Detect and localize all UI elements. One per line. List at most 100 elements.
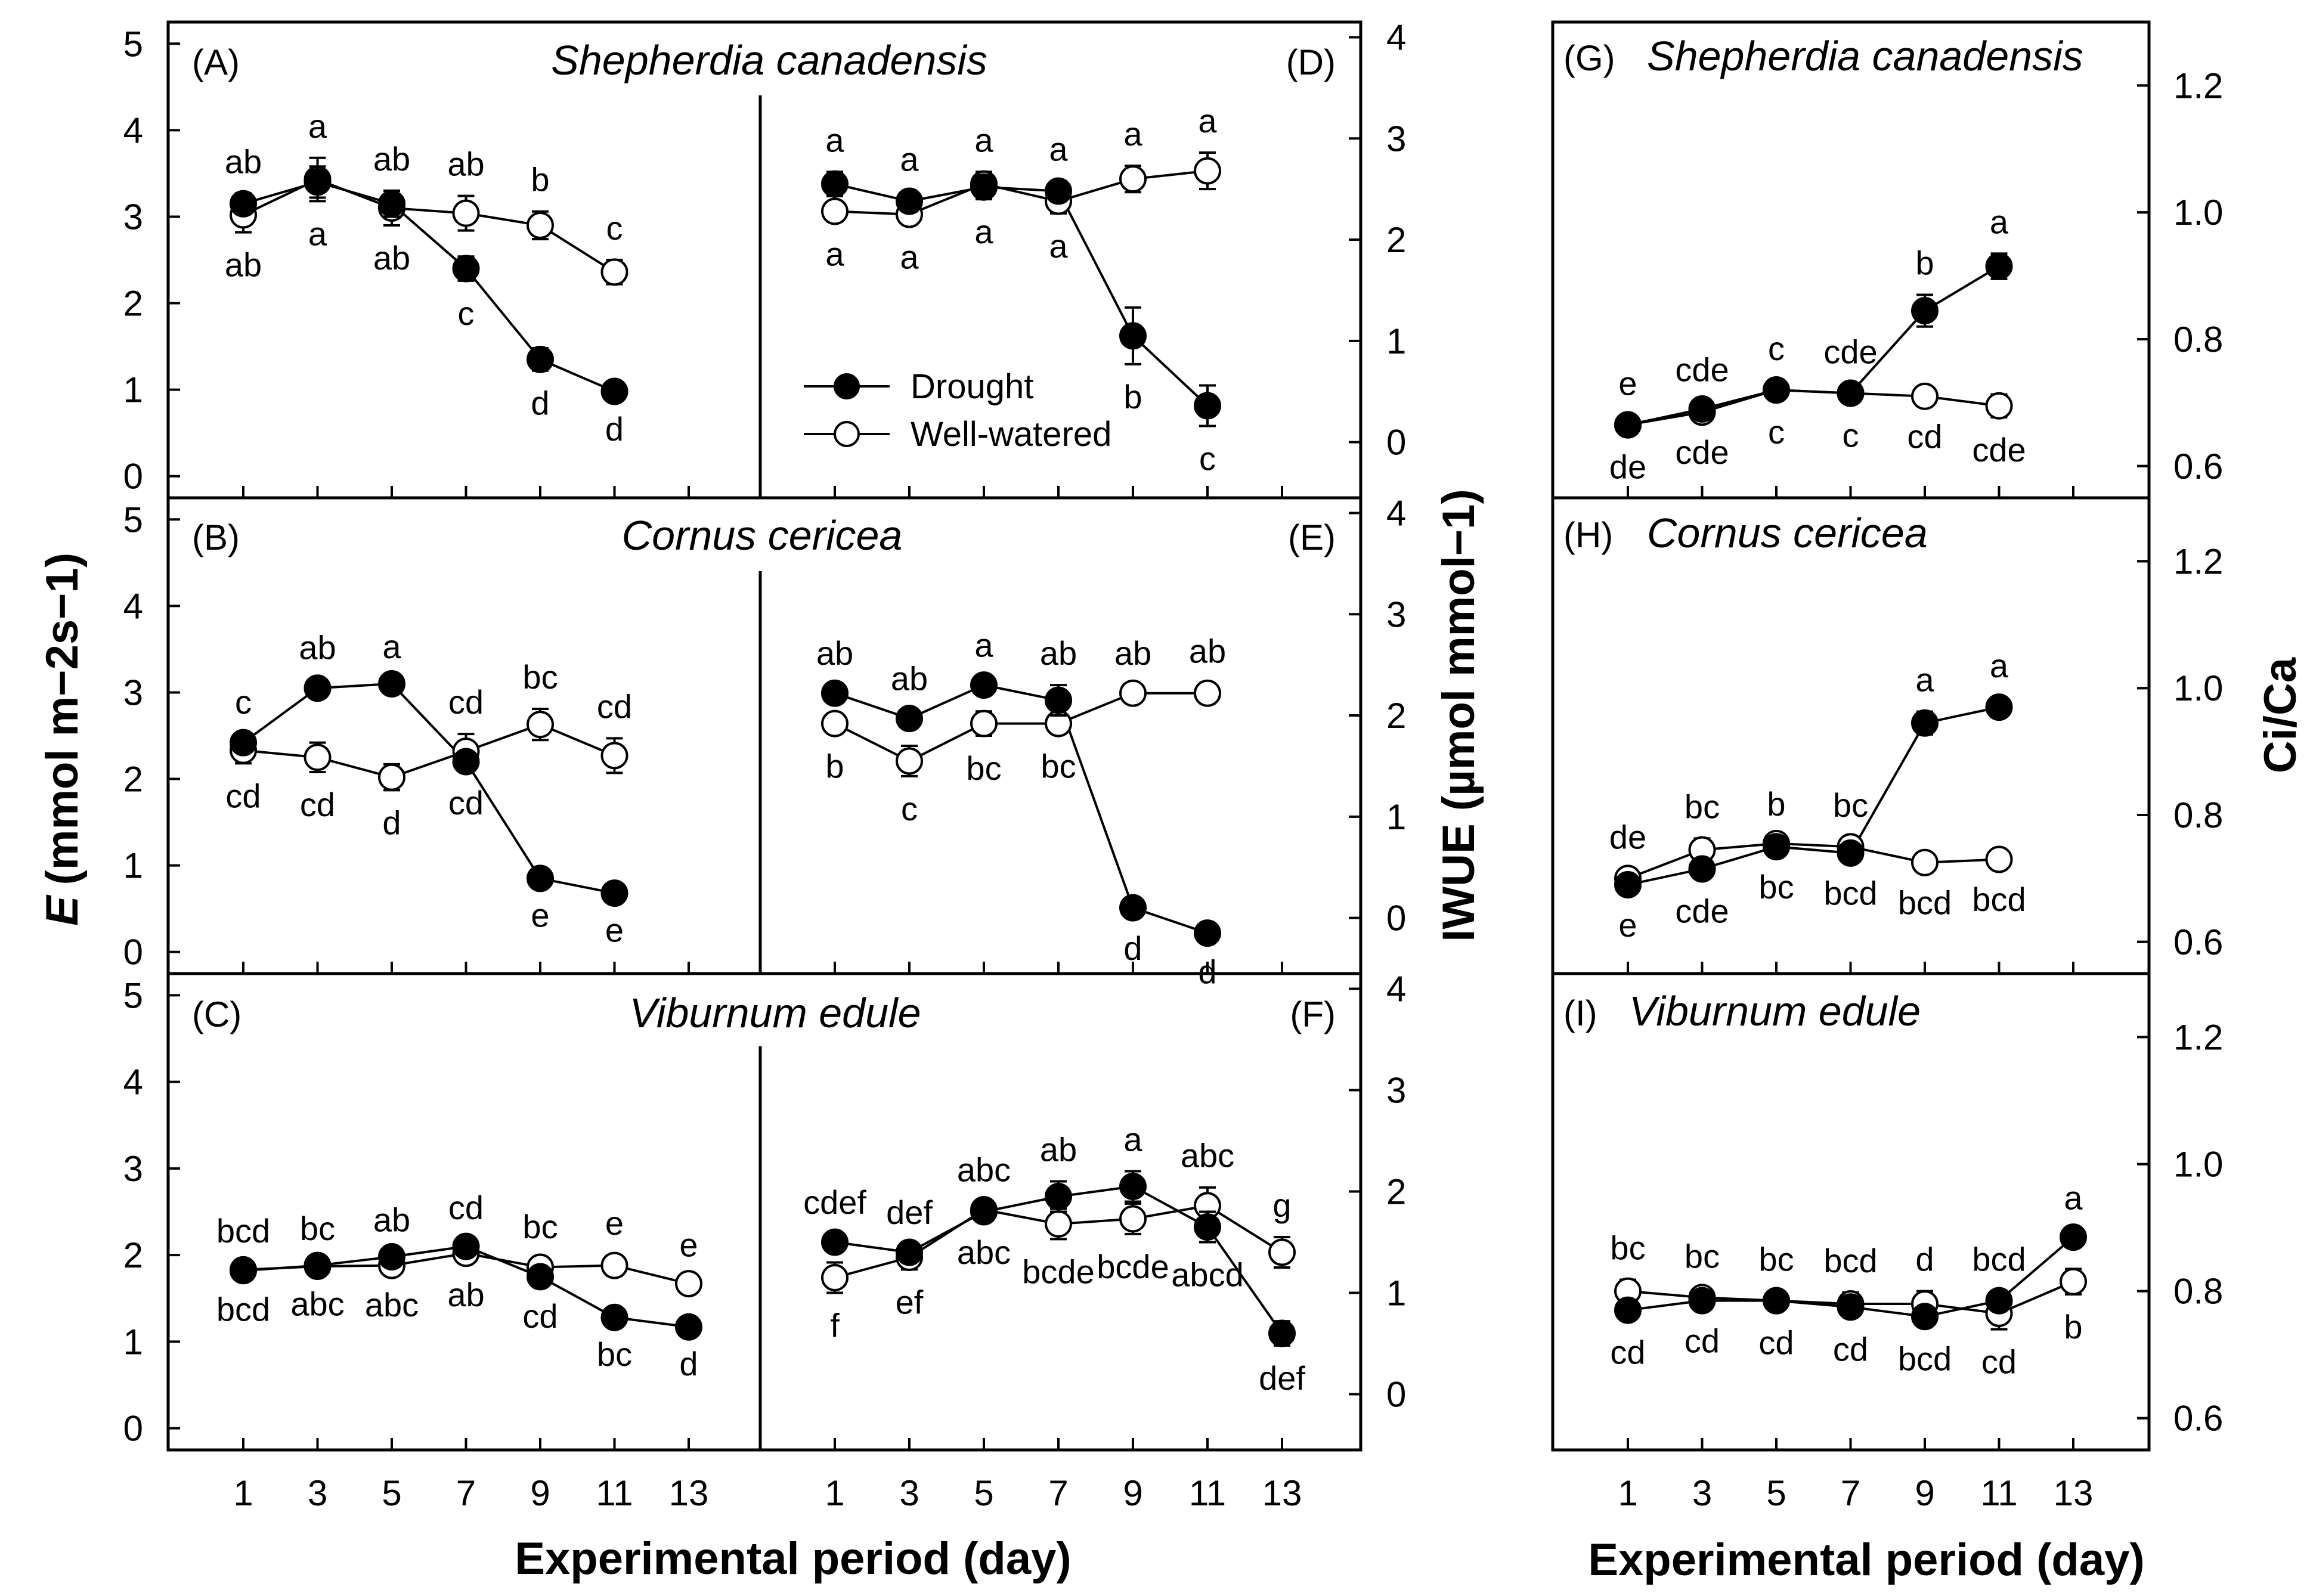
- panel-i-drought-sig-label: bc: [1610, 1229, 1645, 1266]
- cica-axis-row1-ytick-label: 0.6: [2173, 447, 2223, 486]
- panel-f-well-watered-sig-label: g: [1272, 1186, 1291, 1224]
- panel-b-well-watered-point: [304, 743, 332, 771]
- middle-x-axis-xtick-label: 5: [974, 1473, 993, 1513]
- iwue-axis-row3-ytick-label: 2: [1386, 1172, 1406, 1212]
- cica-axis-row3-ytick-label: 0.6: [2173, 1399, 2223, 1439]
- panel-h-drought-point: [1763, 833, 1790, 861]
- panel-i-well-watered-sig-label: cd: [1610, 1334, 1645, 1371]
- right-x-axis-xtick-label: 7: [1841, 1473, 1860, 1513]
- panel-i-well-watered-sig-label: cd: [1981, 1343, 2017, 1381]
- panel-e-well-watered-sig-label: bc: [966, 749, 1001, 787]
- panel-d-well-watered-sig-label: a: [974, 213, 993, 250]
- panel-a-drought-sig-label: d: [605, 410, 624, 448]
- panel-a-well-watered-sig-label: ab: [447, 145, 484, 183]
- panel-d-well-watered-sig-label: a: [1049, 227, 1068, 265]
- panel-e-drought-point: [1119, 894, 1147, 922]
- panel-i-well-watered-sig-label: cd: [1684, 1322, 1720, 1359]
- panel-a-drought-point: [230, 190, 257, 218]
- y-axis-title-e: E (mmol m−2s−1): [37, 553, 88, 926]
- panel-e-drought-sig-label: ab: [816, 634, 853, 672]
- panel-a-well-watered-sig-label: a: [308, 215, 327, 252]
- panel-b-well-watered-sig-label: d: [382, 804, 401, 841]
- panel-f-well-watered-point: [1119, 1205, 1147, 1233]
- iwue-axis-row1-ytick-label: 1: [1386, 321, 1406, 361]
- panel-a-well-watered-sig-label: ab: [373, 239, 410, 277]
- panel-f-well-watered-sig-label: bcde: [1022, 1253, 1094, 1290]
- iwue-axis-row1-ytick-label: 2: [1386, 220, 1406, 260]
- panel-d-well-watered-sig-label: a: [1123, 115, 1142, 153]
- panel-i-well-watered-sig-label: b: [2064, 1308, 2082, 1346]
- iwue-axis-row2-ytick-label: 0: [1386, 898, 1406, 938]
- panel-e-well-watered-sig-label: ab: [1114, 634, 1151, 672]
- panel-b-drought-point: [600, 879, 628, 907]
- panel-d: (D) a a a a a a a a b a c a: [821, 42, 1336, 477]
- panel-f: (F)cdeffdefefabcabcabbcdeabcdeabcabcddef…: [803, 994, 1336, 1397]
- panel-g-well-watered-sig-label: c: [1768, 413, 1785, 451]
- legend: Drought Well-watered: [804, 367, 1111, 454]
- e-axis-row1-ytick-label: 5: [123, 24, 143, 64]
- panel-i-well-watered-sig-label: cd: [1833, 1330, 1868, 1368]
- panel-i-drought-point: [1837, 1293, 1865, 1321]
- panel-f-drought-sig-label: a: [1123, 1121, 1142, 1158]
- panel-h-drought-point: [1688, 855, 1716, 883]
- panel-i-drought-sig-label: bcd: [1898, 1340, 1952, 1377]
- panel-e-drought-sig-label: ab: [891, 660, 928, 698]
- panel-g-drought-sig-label: e: [1618, 365, 1637, 402]
- panel-e-drought-point: [896, 705, 923, 733]
- panel-b-well-watered-sig-label: cd: [300, 786, 335, 823]
- panel-b-sig-labels: c cd ab cd a d cd cd e bc e cd: [225, 628, 632, 949]
- panel-i-well-watered-point: [2060, 1267, 2087, 1296]
- y-axis-title-e-symbol: E: [37, 894, 88, 926]
- cica-axis-row1-ytick-label: 1.0: [2173, 193, 2223, 233]
- panel-c-drought-sig-label: bc: [300, 1210, 335, 1247]
- panel-f-markers: [821, 1170, 1296, 1347]
- panel-f-tag: (F): [1290, 994, 1336, 1034]
- panel-d-well-watered-point: [1119, 165, 1147, 193]
- panel-a-drought-point: [452, 255, 480, 283]
- panel-g-well-watered-sig-label: cde: [1972, 431, 2026, 469]
- panel-d-drought-sig-label: a: [974, 121, 993, 159]
- panel-i-drought-point: [1763, 1287, 1790, 1315]
- panel-a-drought-sig-label: ab: [373, 140, 410, 178]
- panel-f-drought-sig-label: abc: [957, 1151, 1011, 1189]
- panel-c-drought-point: [452, 1232, 480, 1260]
- panel-i-drought-point: [2060, 1223, 2087, 1251]
- panel-i-drought-sig-label: bc: [1758, 1241, 1794, 1278]
- left-x-axis-xtick-label: 5: [382, 1473, 401, 1513]
- iwue-axis-row1-ytick-label: 0: [1386, 423, 1406, 463]
- e-axis-row2-ytick-label: 0: [123, 932, 143, 972]
- e-axis-row1-ytick-label: 4: [123, 110, 143, 150]
- left-x-axis-xtick-label: 9: [530, 1473, 550, 1513]
- panel-f-drought-sig-label: ab: [1040, 1131, 1077, 1169]
- middle-x-axis-xtick-label: 11: [1189, 1473, 1226, 1513]
- panel-f-well-watered-sig-label: abcd: [1171, 1256, 1243, 1294]
- panel-d-tag: (D): [1286, 42, 1336, 82]
- panel-i-drought-point: [1985, 1287, 2013, 1315]
- panel-g-well-watered-sig-label: de: [1609, 448, 1646, 486]
- panel-e-well-watered-sig-label: bc: [1041, 748, 1076, 785]
- panel-h-well-watered-sig-label: bcd: [1898, 884, 1952, 922]
- iwue-axis-row2-ytick-label: 1: [1386, 797, 1406, 837]
- e-axis-row1-ytick-label: 1: [123, 370, 143, 410]
- panel-a-drought-sig-label: d: [531, 385, 549, 422]
- iwue-axis-row3-ytick-label: 3: [1386, 1071, 1406, 1111]
- panel-e-well-watered-point: [1119, 679, 1147, 707]
- cica-axis-row2-ytick-label: 1.2: [2173, 541, 2223, 581]
- panel-g-well-watered-point: [1985, 392, 2013, 420]
- middle-x-axis-xtick-label: 9: [1123, 1473, 1142, 1513]
- middle-x-axis-xtick-label: 1: [825, 1473, 844, 1513]
- panel-a-well-watered-point: [527, 211, 554, 239]
- panel-e-drought-point: [1194, 919, 1221, 947]
- panel-b-drought-point: [527, 864, 554, 892]
- panel-h-drought-sig-label: a: [1915, 661, 1934, 699]
- panel-i-drought-sig-label: a: [2064, 1179, 2083, 1216]
- panel-c-well-watered-sig-label: abc: [365, 1286, 419, 1324]
- panel-g-drought-point: [1911, 297, 1939, 325]
- panel-i-drought-sig-label: bcd: [1823, 1242, 1877, 1279]
- panel-h-drought-sig-label: a: [1990, 647, 2009, 684]
- panel-g-drought-point: [1614, 411, 1642, 439]
- y-axis-title-cica: Ci/Ca: [2255, 657, 2306, 773]
